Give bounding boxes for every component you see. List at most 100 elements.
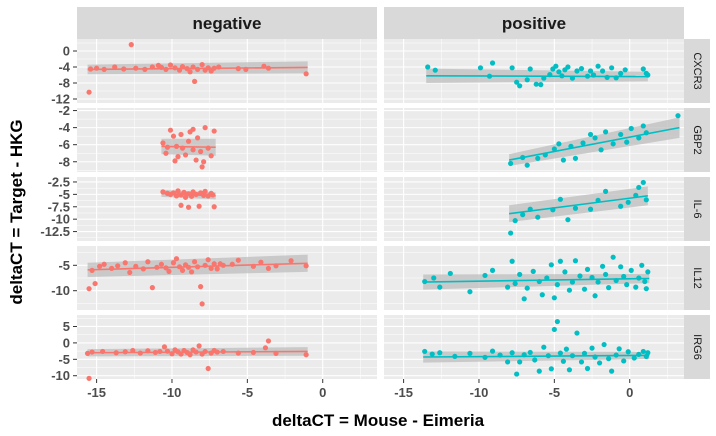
data-point [618, 70, 624, 76]
data-point [489, 348, 496, 354]
data-point [535, 155, 541, 161]
panel-background [384, 315, 684, 379]
data-point [195, 66, 201, 72]
confidence-band [509, 117, 680, 167]
data-point [170, 260, 177, 266]
panel-irg6-negative [77, 315, 377, 381]
data-point [539, 292, 545, 298]
x-tick-label: -10 [163, 385, 182, 400]
regression-line [423, 354, 650, 358]
data-point [563, 346, 570, 352]
data-point [610, 254, 616, 260]
data-point [97, 263, 103, 269]
y-tick-label: -2 [58, 103, 70, 118]
data-point [553, 63, 559, 69]
y-tick-label: -12 [51, 92, 70, 107]
data-point [572, 258, 579, 264]
y-tick-label: -5 [58, 258, 70, 273]
data-point [527, 349, 533, 356]
data-point [179, 267, 186, 273]
data-point [598, 147, 604, 153]
data-point [185, 138, 192, 144]
data-point [578, 66, 585, 72]
data-point [190, 126, 196, 132]
x-tick-label: -15 [87, 385, 106, 400]
data-point [580, 140, 586, 146]
data-point [643, 197, 649, 203]
data-point [538, 82, 544, 88]
data-point [202, 188, 208, 194]
data-point [198, 284, 204, 290]
data-point [208, 153, 214, 159]
data-point [265, 265, 272, 271]
data-point [584, 365, 591, 372]
regression-line [87, 66, 308, 71]
data-point [557, 196, 563, 202]
data-point [592, 135, 598, 141]
data-point [640, 123, 646, 129]
data-point [205, 257, 211, 263]
panel-il-6-positive [384, 177, 684, 241]
data-point [610, 141, 616, 147]
data-point [86, 89, 92, 95]
regression-line [87, 262, 308, 271]
data-point [265, 338, 272, 344]
data-point [187, 69, 193, 75]
data-point [514, 79, 520, 85]
data-point [524, 162, 530, 168]
data-point [569, 279, 576, 285]
data-point [643, 286, 649, 292]
x-tick-label: -5 [242, 385, 254, 400]
strip-irg6 [684, 315, 710, 379]
data-point [191, 259, 198, 265]
data-point [211, 204, 217, 210]
data-point [554, 318, 560, 325]
data-point [205, 145, 211, 151]
data-point [235, 257, 241, 263]
data-point [157, 348, 163, 355]
y-tick-label: -7.5 [48, 199, 70, 214]
x-tick-label: 0 [319, 385, 326, 400]
x-tick-label: 0 [626, 385, 633, 400]
data-point [182, 152, 189, 158]
data-point [557, 350, 563, 356]
facet-strips: negative positive CXCR3 GBP2 IL-6 IL12 IRG6 [77, 7, 710, 379]
data-point [112, 64, 118, 70]
data-point [599, 68, 606, 74]
data-point [578, 359, 585, 365]
regression-line [509, 195, 648, 215]
y-axis-title: deltaCT = Target - HKG [7, 119, 26, 304]
strip-positive [384, 7, 684, 39]
panel-gbp2-negative [77, 108, 377, 172]
panel-cxcr3-positive [384, 39, 684, 103]
data-point [587, 131, 594, 138]
data-point [163, 150, 169, 156]
data-point [167, 62, 174, 68]
data-point [178, 202, 184, 208]
y-tick-label: -12.5 [40, 224, 70, 239]
data-point [211, 128, 217, 134]
y-tick-label: -4 [58, 120, 70, 135]
data-point [303, 263, 309, 269]
data-point [508, 160, 514, 167]
x-tick-label: -10 [470, 385, 489, 400]
panel-il12-negative [77, 246, 377, 310]
data-point [524, 285, 530, 291]
panel-irg6-positive [384, 315, 684, 379]
data-point [509, 65, 515, 71]
data-point [145, 259, 151, 265]
data-point [604, 74, 610, 80]
data-point [616, 346, 622, 352]
data-point [188, 269, 195, 275]
strip-label-cxcr3: CXCR3 [691, 52, 703, 89]
data-point [288, 258, 294, 264]
data-point [262, 345, 269, 351]
data-point [199, 301, 205, 307]
data-point [556, 69, 562, 75]
data-point [508, 230, 514, 236]
data-point [642, 278, 648, 285]
data-point [467, 350, 473, 356]
data-point [618, 203, 624, 209]
data-point [625, 349, 631, 355]
